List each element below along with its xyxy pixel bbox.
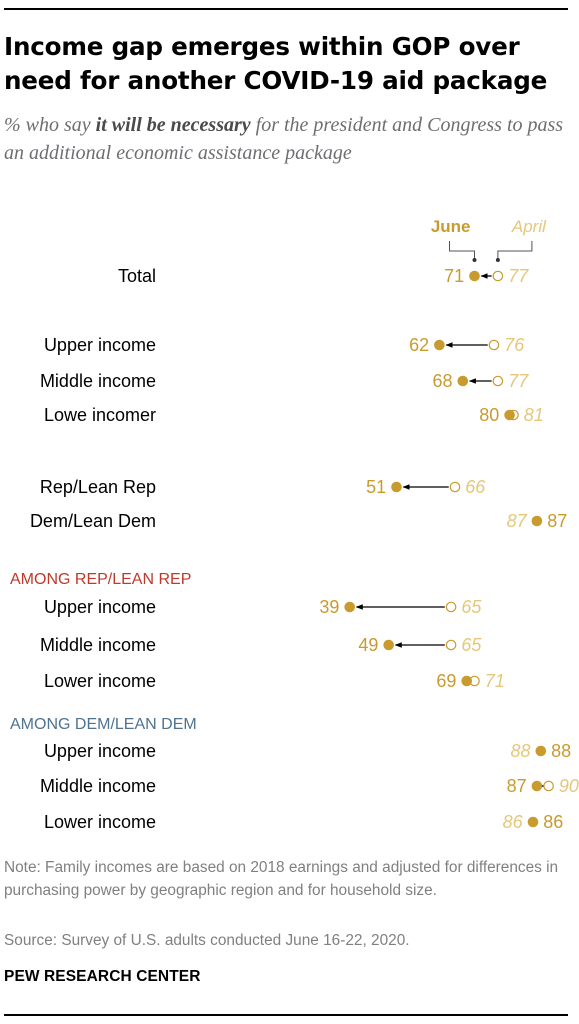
june-dot <box>531 780 543 792</box>
april-value-label: 87 <box>507 511 528 531</box>
row-label: Middle income <box>40 635 156 655</box>
june-value-label: 87 <box>547 511 567 531</box>
april-value-label: 71 <box>485 671 505 691</box>
april-value-label: 77 <box>508 371 529 391</box>
legend-april-pointer <box>495 258 500 262</box>
april-value-label: 81 <box>524 405 544 425</box>
april-value-label: 88 <box>510 741 530 761</box>
june-dot <box>527 816 539 828</box>
brand-footer: PEW RESEARCH CENTER <box>4 968 201 985</box>
row-label: Lower income <box>44 812 156 832</box>
row-label: Total <box>118 266 156 286</box>
june-dot <box>383 639 395 651</box>
june-value-label: 80 <box>479 405 499 425</box>
june-value-label: 62 <box>409 335 429 355</box>
april-value-label: 86 <box>503 812 524 832</box>
legend-june-label: June <box>431 217 471 236</box>
chart-title: Income gap emerges within GOP over need … <box>4 32 548 95</box>
june-value-label: 39 <box>319 597 339 617</box>
june-value-label: 88 <box>551 741 571 761</box>
row-label: Middle income <box>40 371 156 391</box>
section-heading-rep: AMONG REP/LEAN REP <box>10 571 191 588</box>
june-dot <box>461 675 473 687</box>
june-dot <box>469 270 480 282</box>
april-value-label: 65 <box>461 597 482 617</box>
row-label: Upper income <box>44 335 156 355</box>
april-dot <box>543 780 554 792</box>
april-dot <box>445 601 457 613</box>
june-value-label: 68 <box>432 371 452 391</box>
june-dot <box>457 375 469 387</box>
chart-subtitle: % who say it will be necessary for the p… <box>4 111 569 167</box>
april-dot <box>492 375 504 387</box>
subtitle-lead: % who say <box>4 114 96 136</box>
june-dot <box>434 339 445 351</box>
june-dot <box>344 601 356 613</box>
june-value-label: 71 <box>444 266 464 286</box>
june-dot <box>535 745 547 757</box>
june-value-label: 86 <box>543 812 563 832</box>
june-dot <box>504 409 515 421</box>
subtitle-emphasis: it will be necessary <box>95 114 251 136</box>
top-rule <box>4 8 568 10</box>
row-label: Rep/Lean Rep <box>40 477 156 497</box>
legend-june-bracket <box>449 241 475 260</box>
section-heading-dem: AMONG DEM/LEAN DEM <box>10 716 197 733</box>
june-dot <box>531 515 543 527</box>
april-dot <box>492 270 504 282</box>
april-dot <box>445 639 457 651</box>
june-value-label: 51 <box>366 477 386 497</box>
chart-note: Note: Family incomes are based on 2018 e… <box>4 859 559 899</box>
april-value-label: 76 <box>504 335 525 355</box>
subtitle-tail: for the president and Congress to pass a… <box>4 114 564 164</box>
legend-june-pointer <box>472 258 477 262</box>
row-label: Dem/Lean Dem <box>30 511 156 531</box>
june-value-label: 87 <box>507 776 527 796</box>
row-label: Lower income <box>44 671 156 691</box>
april-value-label: 90 <box>559 776 579 796</box>
bottom-rule <box>4 1014 568 1016</box>
april-dot <box>449 481 461 493</box>
row-label: Upper income <box>44 741 156 761</box>
april-dot <box>488 339 500 351</box>
legend-april-bracket <box>497 241 533 260</box>
april-value-label: 66 <box>465 477 486 497</box>
row-label: Middle income <box>40 776 156 796</box>
april-value-label: 65 <box>461 635 482 655</box>
june-dot <box>391 481 402 493</box>
row-label: Upper income <box>44 597 156 617</box>
june-value-label: 49 <box>358 635 378 655</box>
chart-source: Source: Survey of U.S. adults conducted … <box>4 932 410 949</box>
legend-april-label: April <box>511 217 547 236</box>
april-value-label: 77 <box>508 266 529 286</box>
june-value-label: 69 <box>436 671 456 691</box>
row-label: Lowe incomer <box>44 405 156 425</box>
